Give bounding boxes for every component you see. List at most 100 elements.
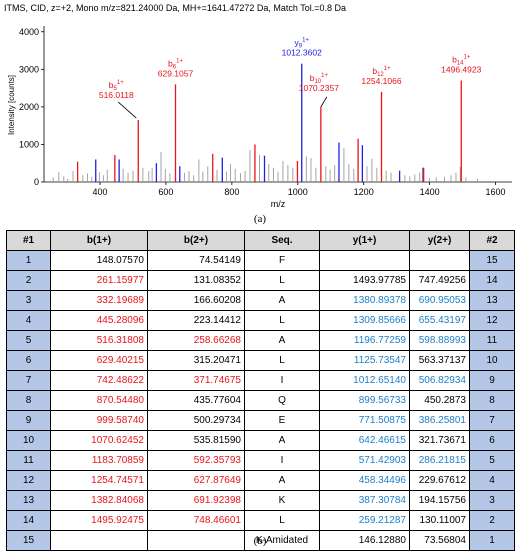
cell-b2: 592.35793 <box>147 450 245 471</box>
cell-seq: A <box>244 430 320 451</box>
table-row: 3 332.19689 166.60208 A 1380.89378 690.95053 1… <box>6 290 515 311</box>
cell-b1 <box>50 530 148 551</box>
table-row: 5 516.31808 258.66268 A 1196.77259 598.88993 1… <box>6 330 515 351</box>
cell-seq: A <box>244 330 320 351</box>
cell-seq: L <box>244 350 320 371</box>
cell-y2: 598.88993 <box>409 330 470 351</box>
cell-y2: 506.82934 <box>409 370 470 391</box>
cell-y2: 321.73671 <box>409 430 470 451</box>
x-tick-label: 800 <box>224 187 239 197</box>
cell-y1 <box>319 250 410 271</box>
column-header: y(1+) <box>319 230 410 251</box>
cell-b1: 1495.92475 <box>50 510 148 531</box>
cell-y2: 690.95053 <box>409 290 470 311</box>
ion-label: b51+ <box>109 80 124 92</box>
cell-seq: Q <box>244 390 320 411</box>
cell-b2: 223.14412 <box>147 310 245 331</box>
cell-b1: 261.15977 <box>50 270 148 291</box>
ion-label: b121+ <box>372 66 391 78</box>
cell-n2: 6 <box>469 430 515 451</box>
cell-n2: 7 <box>469 410 515 431</box>
cell-seq: E <box>244 410 320 431</box>
table-row: 1 148.07570 74.54149 F 15 <box>6 250 515 271</box>
annotation-leader <box>117 101 137 119</box>
table-row: 2 261.15977 131.08352 L 1493.97785 747.49256 1… <box>6 270 515 291</box>
cell-n2: 12 <box>469 310 515 331</box>
table-row: 7 742.48622 371.74675 I 1012.65140 506.82934 9 <box>6 370 515 391</box>
cell-n2: 9 <box>469 370 515 391</box>
cell-y2: 130.11007 <box>409 510 470 531</box>
cell-b2: 535.81590 <box>147 430 245 451</box>
cell-y1: 1125.73547 <box>319 350 410 371</box>
cell-n1: 2 <box>6 270 51 291</box>
cell-seq: A <box>244 290 320 311</box>
column-header: #1 <box>6 230 51 251</box>
ion-mz-label: 516.0118 <box>99 90 134 100</box>
ion-mz-label: 1012.3602 <box>282 48 322 58</box>
cell-seq: L <box>244 510 320 531</box>
cell-y2 <box>409 250 470 271</box>
cell-n1: 3 <box>6 290 51 311</box>
cell-n2: 13 <box>469 290 515 311</box>
x-tick-label: 400 <box>93 187 108 197</box>
y-axis-label: Intensity [counts] <box>7 75 16 135</box>
ion-mz-label: 1070.2357 <box>299 83 339 93</box>
y-tick-label: 3000 <box>19 64 39 74</box>
cell-b2: 315.20471 <box>147 350 245 371</box>
cell-b2: 131.08352 <box>147 270 245 291</box>
cell-y1: 1380.89378 <box>319 290 410 311</box>
cell-n1: 5 <box>6 330 51 351</box>
cell-b2: 258.66268 <box>147 330 245 351</box>
cell-b2: 166.60208 <box>147 290 245 311</box>
cell-n1: 1 <box>6 250 51 271</box>
cell-b1: 1382.84068 <box>50 490 148 511</box>
cell-y1: 1309.85666 <box>319 310 410 331</box>
cell-seq: F <box>244 250 320 271</box>
ms-spectrum-chart: ITMS, CID, z=+2, Mono m/z=821.24000 Da, … <box>4 3 512 209</box>
cell-y2: 229.67612 <box>409 470 470 491</box>
cell-n2: 10 <box>469 350 515 371</box>
cell-y2: 747.49256 <box>409 270 470 291</box>
cell-n1: 10 <box>6 430 51 451</box>
cell-n2: 3 <box>469 490 515 511</box>
table-header-row: #1 b(1+) b(2+) Seq. y(1+) y(2+) #2 <box>6 230 515 251</box>
cell-seq: L <box>244 270 320 291</box>
chart-title: ITMS, CID, z=+2, Mono m/z=821.24000 Da, … <box>4 3 346 13</box>
cell-y1: 899.56733 <box>319 390 410 411</box>
table-row: 12 1254.74571 627.87649 A 458.34496 229.67612… <box>6 470 515 491</box>
cell-y2: 194.15756 <box>409 490 470 511</box>
cell-y1: 458.34496 <box>319 470 410 491</box>
cell-b1: 332.19689 <box>50 290 148 311</box>
cell-b1: 1070.62452 <box>50 430 148 451</box>
column-header: Seq. <box>244 230 320 251</box>
caption-a: (a) <box>253 213 267 225</box>
cell-seq: I <box>244 450 320 471</box>
cell-n1: 6 <box>6 350 51 371</box>
cell-b1: 870.54480 <box>50 390 148 411</box>
cell-n1: 11 <box>6 450 51 471</box>
cell-b1: 742.48622 <box>50 370 148 391</box>
cell-n2: 14 <box>469 270 515 291</box>
cell-b1: 999.58740 <box>50 410 148 431</box>
cell-y1: 1196.77259 <box>319 330 410 351</box>
cell-y2: 73.56804 <box>409 530 470 551</box>
cell-n1: 15 <box>6 530 51 551</box>
x-tick-label: 1200 <box>354 187 374 197</box>
cell-seq: K-Amidated <box>244 530 320 551</box>
fragment-ion-table: #1 b(1+) b(2+) Seq. y(1+) y(2+) #2 1 148.07570 7… <box>6 230 515 551</box>
column-header: b(1+) <box>50 230 148 251</box>
cell-y1: 387.30784 <box>319 490 410 511</box>
table-row: 11 1183.70859 592.35793 I 571.42903 286.21815… <box>6 450 515 471</box>
cell-seq: K <box>244 490 320 511</box>
cell-y1: 571.42903 <box>319 450 410 471</box>
cell-b2: 371.74675 <box>147 370 245 391</box>
column-header: y(2+) <box>409 230 470 251</box>
ion-mz-label: 1254.1066 <box>361 76 401 86</box>
caption-b: (b) <box>253 535 267 547</box>
y-tick-label: 0 <box>34 177 39 187</box>
annotation-leader <box>320 96 328 108</box>
x-tick-label: 1600 <box>486 187 506 197</box>
ion-label: b141+ <box>452 55 471 67</box>
cell-y2: 386.25801 <box>409 410 470 431</box>
cell-y2: 655.43197 <box>409 310 470 331</box>
